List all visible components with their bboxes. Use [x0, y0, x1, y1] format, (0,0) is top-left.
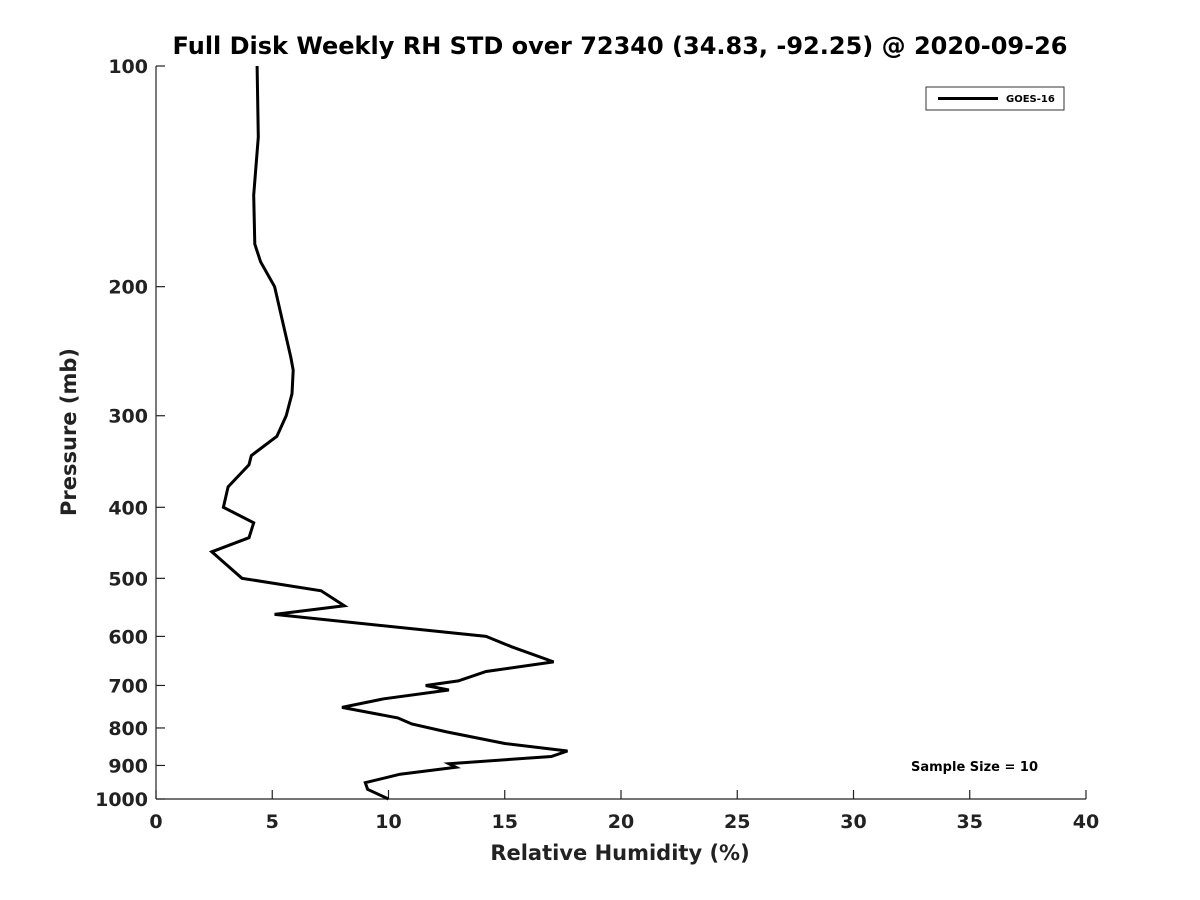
legend: GOES-16	[925, 86, 1065, 111]
y-tick-label: 700	[108, 675, 148, 697]
x-tick-label: 30	[840, 811, 866, 833]
x-tick-label: 20	[608, 811, 634, 833]
x-tick-label: 0	[149, 811, 162, 833]
y-ticks: 100 200 300 400 500 600 700 800 900 1000	[95, 56, 165, 811]
y-tick-label: 500	[108, 568, 148, 590]
x-tick-label: 40	[1073, 811, 1099, 833]
y-tick-label: 800	[108, 718, 148, 740]
x-ticks: 0 5 10 15 20 25 30 35 40	[149, 790, 1099, 833]
chart-title: Full Disk Weekly RH STD over 72340 (34.8…	[173, 32, 1068, 60]
plot-frame	[155, 66, 1086, 800]
y-axis-label: Pressure (mb)	[57, 348, 81, 516]
x-tick-label: 15	[492, 811, 518, 833]
y-tick-label: 200	[108, 277, 148, 299]
series-line-goes-16	[208, 65, 568, 801]
x-tick-label: 35	[957, 811, 983, 833]
y-tick-label: 1000	[95, 789, 148, 811]
series-layer	[208, 65, 568, 801]
x-tick-label: 25	[724, 811, 750, 833]
x-axis-label: Relative Humidity (%)	[490, 841, 749, 865]
y-tick-label: 100	[108, 56, 148, 78]
x-tick-label: 10	[375, 811, 401, 833]
x-tick-label: 5	[266, 811, 279, 833]
sample-size-annotation: Sample Size = 10	[911, 760, 1038, 775]
y-tick-label: 900	[108, 755, 148, 777]
legend-label-goes-16: GOES-16	[1006, 94, 1055, 105]
y-tick-label: 300	[108, 406, 148, 428]
y-tick-label: 400	[108, 497, 148, 519]
y-tick-label: 600	[108, 626, 148, 648]
